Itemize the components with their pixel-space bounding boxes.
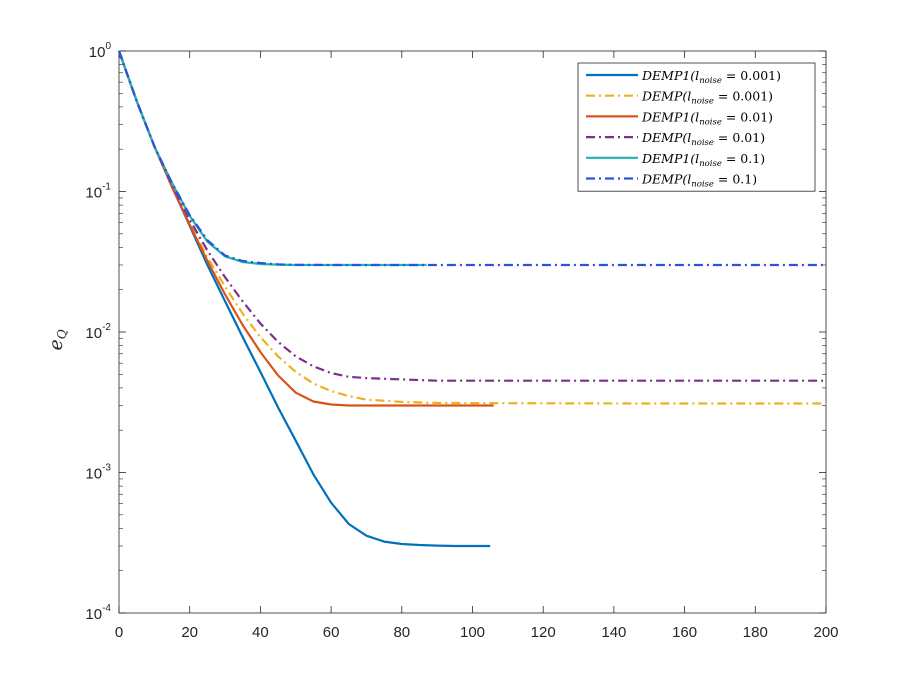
series-line-6 [117,50,826,267]
x-tick-label: 80 [393,624,410,641]
series-layer [117,50,826,548]
y-tick-label: 10-1 [85,182,111,202]
legend-box [577,62,816,192]
y-tick-label: 100 [89,41,112,61]
x-tick-label: 40 [252,624,269,641]
x-tick-label: 140 [601,624,626,641]
series-line-3 [117,50,494,407]
legend: DEMP1(lnoise = 0.001) DEMP(lnoise = 0.001… [577,62,816,192]
legend-entry: DEMP1(lnoise = 0.001) [641,68,781,86]
legend-entry: DEMP1(lnoise = 0.1) [641,151,765,169]
x-tick-label: 120 [531,624,556,641]
y-tick-label: 10-3 [85,463,111,483]
legend-entry: DEMP(lnoise = 0.001) [641,89,773,107]
y-tick-label: 10-2 [85,322,111,342]
y-axis-label: eQ [45,329,69,350]
series-line-4 [117,50,826,382]
legend-entry: DEMP(lnoise = 0.01) [641,130,765,148]
x-tick-label: 160 [672,624,697,641]
legend-entry: DEMP1(lnoise = 0.01) [641,109,773,127]
x-tick-label: 0 [115,624,123,641]
x-tick-label: 20 [181,624,198,641]
x-tick-label: 180 [743,624,768,641]
x-tick-label: 100 [460,624,485,641]
x-tick-label: 200 [813,624,838,641]
x-tick-label: 60 [323,624,340,641]
axis-labels: eQ [45,329,69,350]
y-tick-label: 10-4 [85,603,111,623]
axis-ticks: 0 20 40 60 80 100 120 140 160 180 200 100 10-1 10-2 10… [85,41,838,641]
legend-entry: DEMP(lnoise = 0.1) [641,172,757,190]
